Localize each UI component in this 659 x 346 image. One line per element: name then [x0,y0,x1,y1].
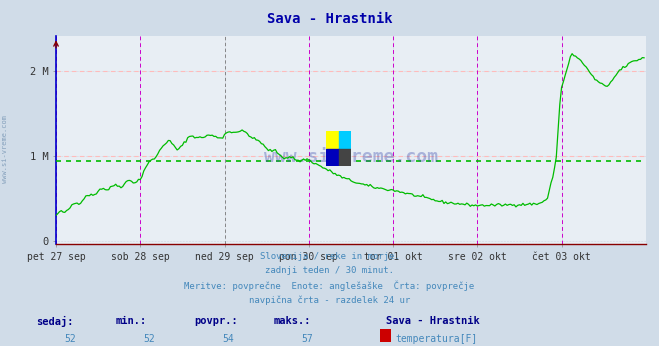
Text: www.si-vreme.com: www.si-vreme.com [264,148,438,166]
Text: sedaj:: sedaj: [36,316,74,327]
Text: temperatura[F]: temperatura[F] [395,334,478,344]
Text: www.si-vreme.com: www.si-vreme.com [2,115,9,183]
Bar [339,149,351,166]
Text: Meritve: povprečne  Enote: anglešaške  Črta: povprečje: Meritve: povprečne Enote: anglešaške Črt… [185,281,474,291]
Text: Slovenija / reke in morje.: Slovenija / reke in morje. [260,252,399,261]
Text: min.:: min.: [115,316,146,326]
Text: maks.:: maks.: [273,316,311,326]
Text: Sava - Hrastnik: Sava - Hrastnik [386,316,479,326]
Bar [339,131,351,149]
Text: 57: 57 [301,334,313,344]
Text: Sava - Hrastnik: Sava - Hrastnik [267,12,392,26]
Text: 54: 54 [222,334,234,344]
Bar [326,131,339,149]
Text: zadnji teden / 30 minut.: zadnji teden / 30 minut. [265,266,394,275]
Bar [326,149,339,166]
Text: navpična črta - razdelek 24 ur: navpična črta - razdelek 24 ur [249,295,410,305]
Text: 52: 52 [143,334,155,344]
Text: povpr.:: povpr.: [194,316,238,326]
Text: 52: 52 [64,334,76,344]
